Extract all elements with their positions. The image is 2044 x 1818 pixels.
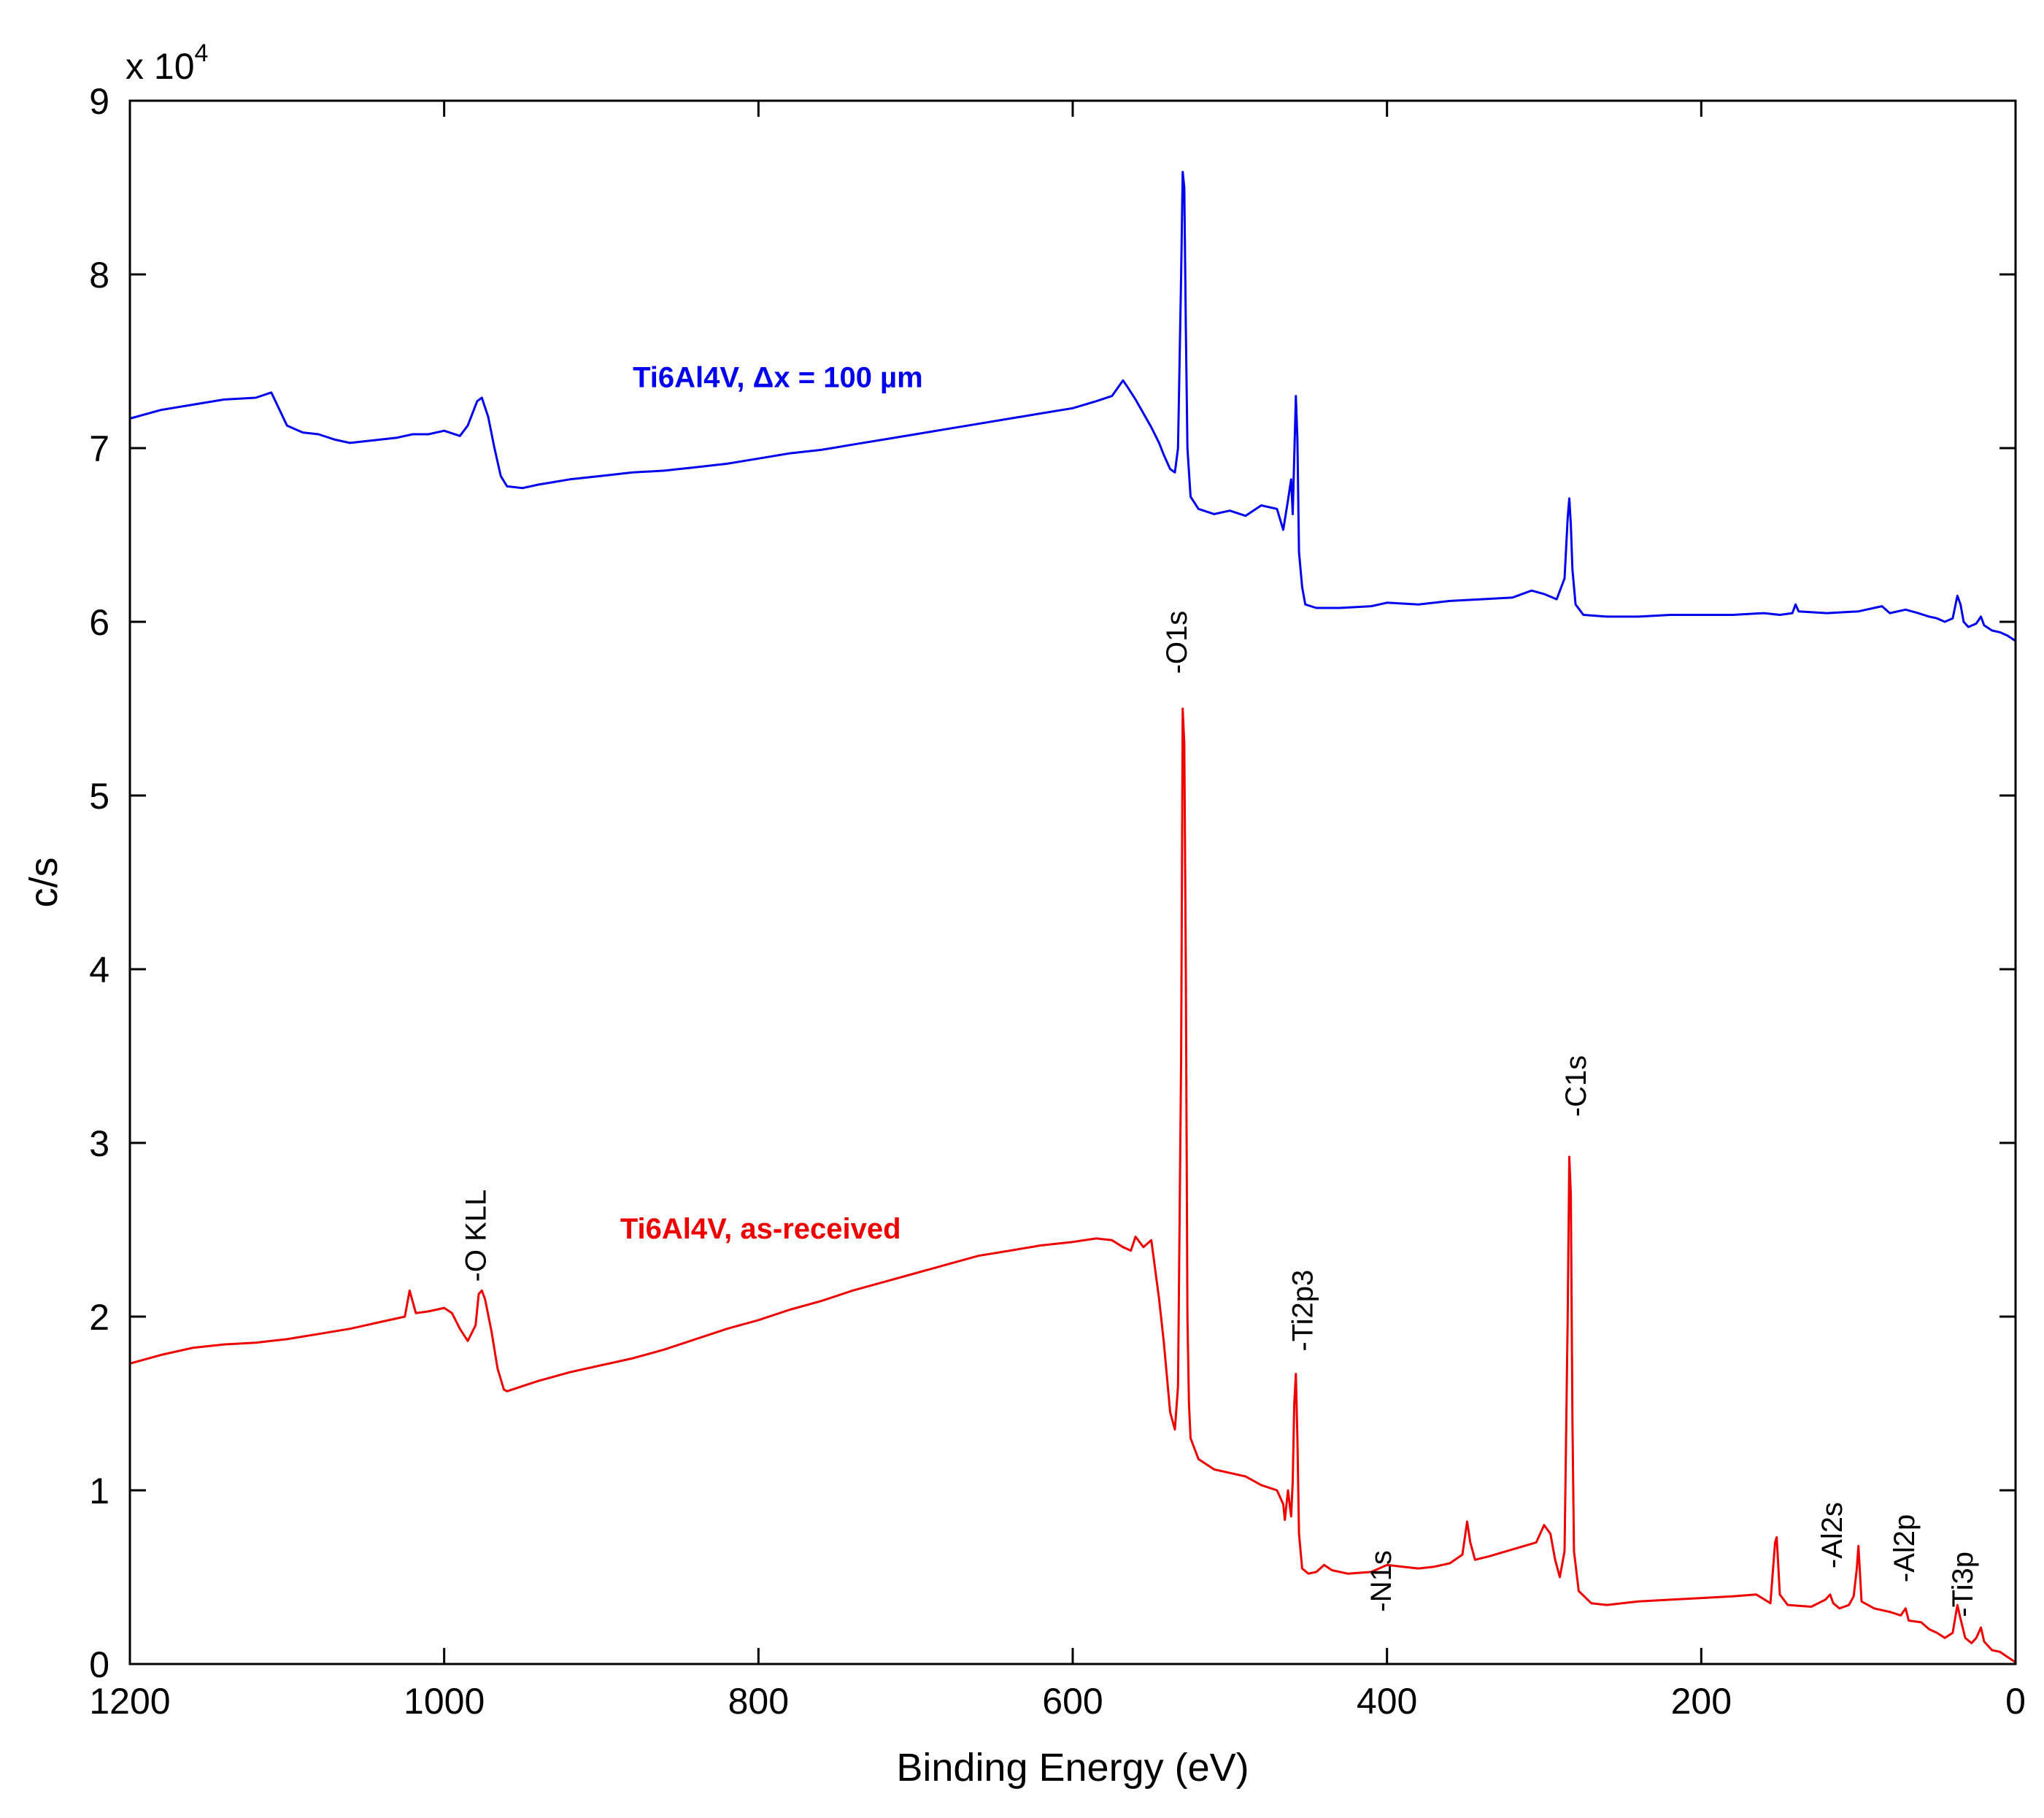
x-tick-label: 1000 — [404, 1681, 485, 1722]
y-tick-label: 2 — [89, 1297, 109, 1338]
y-axis-multiplier-exponent: 4 — [195, 39, 209, 67]
x-tick-label: 400 — [1357, 1681, 1417, 1722]
y-axis-multiplier: x 104 — [126, 39, 208, 87]
y-tick-label: 9 — [89, 81, 109, 122]
y-tick-label: 0 — [89, 1644, 109, 1685]
peak-label: -Al2p — [1889, 1514, 1921, 1582]
annotations: Ti6Al4V, Δx = 100 µm Ti6Al4V, as-received… — [460, 362, 1979, 1617]
y-tick-label: 3 — [89, 1123, 109, 1164]
peak-label: -Ti3p — [1947, 1552, 1979, 1617]
peak-label: -Ti2p3 — [1287, 1270, 1319, 1352]
peak-label: -Al2s — [1816, 1502, 1848, 1568]
y-tick-label: 6 — [89, 602, 109, 643]
series-label-treated: Ti6Al4V, Δx = 100 µm — [633, 362, 923, 394]
y-tick-label: 7 — [89, 428, 109, 469]
x-tick-label: 800 — [728, 1681, 789, 1722]
y-axis-title: c/s — [22, 857, 66, 907]
y-tick-label: 8 — [89, 255, 109, 296]
peak-label: -O KLL — [460, 1190, 493, 1282]
x-tick-label: 200 — [1671, 1681, 1732, 1722]
x-tick-label: 0 — [2005, 1681, 2026, 1722]
series-line-as-received — [129, 707, 2016, 1663]
x-tick-label: 1200 — [89, 1681, 170, 1722]
peak-label: -C1s — [1560, 1055, 1592, 1117]
x-tick-label: 600 — [1042, 1681, 1103, 1722]
y-tick-label: 1 — [89, 1471, 109, 1511]
series-label-as-received: Ti6Al4V, as-received — [620, 1213, 901, 1245]
y-axis-multiplier-base: x 10 — [126, 46, 195, 87]
axis-ticks: 1200 1000 800 600 400 200 0 0 1 2 3 4 5 6 7 8 9 — [89, 81, 2026, 1722]
x-axis-title: Binding Energy (eV) — [896, 1746, 1249, 1790]
series-line-treated — [129, 171, 2016, 642]
plot-area — [129, 171, 2016, 1663]
peak-label: -N1s — [1365, 1550, 1397, 1611]
y-tick-label: 4 — [89, 950, 109, 990]
peak-label: -O1s — [1161, 611, 1193, 674]
y-tick-label: 5 — [89, 776, 109, 817]
